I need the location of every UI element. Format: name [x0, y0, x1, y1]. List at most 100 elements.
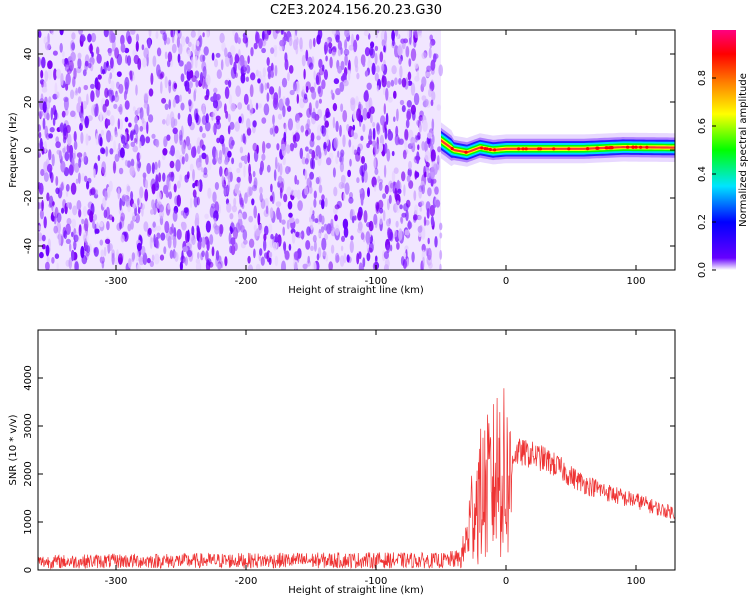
- noise-speckle: [313, 190, 317, 199]
- noise-speckle: [371, 62, 376, 75]
- noise-speckle: [235, 85, 241, 97]
- noise-speckle: [129, 70, 133, 81]
- noise-speckle: [54, 82, 58, 95]
- colorbar-tick-label: 0.2: [697, 214, 708, 230]
- noise-speckle: [188, 41, 192, 47]
- noise-speckle: [125, 54, 128, 64]
- noise-speckle: [334, 252, 340, 264]
- noise-speckle: [120, 43, 126, 53]
- noise-speckle: [383, 103, 386, 115]
- noise-speckle: [236, 176, 241, 183]
- noise-speckle: [135, 250, 140, 262]
- noise-speckle: [395, 220, 399, 228]
- noise-speckle: [70, 89, 75, 100]
- noise-speckle: [127, 35, 132, 45]
- noise-speckle: [173, 250, 177, 258]
- noise-speckle: [421, 141, 426, 151]
- noise-speckle: [155, 174, 159, 187]
- noise-speckle: [383, 45, 386, 53]
- noise-speckle: [203, 46, 209, 56]
- noise-speckle: [310, 132, 315, 142]
- noise-speckle: [165, 37, 171, 45]
- noise-speckle: [305, 85, 309, 93]
- noise-speckle: [419, 200, 425, 206]
- noise-speckle: [410, 82, 416, 96]
- noise-speckle: [50, 214, 55, 221]
- noise-speckle: [312, 261, 317, 270]
- noise-speckle: [381, 63, 385, 72]
- noise-speckle: [80, 131, 84, 144]
- noise-speckle: [171, 43, 177, 54]
- noise-speckle: [251, 198, 255, 206]
- noise-speckle: [169, 226, 173, 235]
- noise-speckle: [373, 156, 377, 170]
- noise-speckle: [278, 44, 284, 52]
- noise-speckle: [119, 197, 122, 211]
- noise-speckle: [213, 87, 218, 94]
- noise-speckle: [60, 73, 64, 86]
- noise-speckle: [139, 152, 142, 160]
- noise-speckle: [130, 141, 136, 147]
- noise-speckle: [401, 212, 407, 218]
- noise-speckle: [119, 147, 125, 158]
- noise-speckle: [413, 92, 420, 106]
- noise-speckle: [261, 30, 265, 41]
- noise-speckle: [435, 199, 441, 208]
- noise-speckle: [347, 169, 351, 178]
- noise-speckle: [339, 81, 345, 93]
- noise-speckle: [116, 71, 122, 77]
- noise-speckle: [405, 249, 408, 260]
- signal-peak-dot: [485, 147, 489, 151]
- noise-speckle: [215, 115, 221, 121]
- noise-speckle: [66, 202, 71, 208]
- noise-speckle: [408, 180, 414, 189]
- noise-speckle: [313, 198, 317, 208]
- noise-speckle: [406, 108, 412, 120]
- noise-speckle: [362, 257, 366, 268]
- noise-speckle: [55, 141, 61, 149]
- noise-speckle: [257, 223, 263, 234]
- noise-speckle: [308, 148, 313, 155]
- noise-speckle: [158, 204, 164, 213]
- noise-speckle: [366, 82, 372, 91]
- noise-speckle: [229, 45, 236, 56]
- noise-speckle: [421, 95, 427, 101]
- noise-speckle: [275, 201, 282, 208]
- noise-speckle: [125, 198, 132, 208]
- noise-speckle: [283, 35, 288, 42]
- noise-speckle: [202, 54, 206, 62]
- noise-speckle: [191, 225, 195, 236]
- noise-speckle: [263, 233, 267, 241]
- noise-speckle: [138, 256, 143, 263]
- noise-speckle: [215, 250, 220, 261]
- noise-speckle: [230, 222, 235, 233]
- noise-speckle: [73, 140, 78, 150]
- noise-speckle: [242, 211, 248, 220]
- noise-speckle: [81, 255, 88, 265]
- noise-speckle: [145, 136, 151, 144]
- noise-speckle: [117, 118, 121, 130]
- y-tick-label: 2000: [23, 461, 34, 486]
- noise-speckle: [219, 32, 225, 44]
- noise-speckle: [48, 149, 52, 161]
- noise-speckle: [118, 103, 123, 115]
- noise-speckle: [324, 120, 330, 128]
- noise-speckle: [325, 254, 329, 262]
- noise-speckle: [339, 161, 344, 173]
- noise-speckle: [257, 78, 261, 84]
- noise-speckle: [148, 114, 154, 123]
- noise-speckle: [274, 125, 279, 134]
- noise-speckle: [78, 30, 84, 35]
- noise-speckle: [252, 142, 258, 152]
- noise-speckle: [288, 212, 293, 218]
- noise-speckle: [277, 162, 281, 173]
- noise-speckle: [243, 93, 249, 105]
- noise-speckle: [68, 60, 74, 72]
- noise-speckle: [316, 135, 321, 141]
- noise-speckle: [186, 61, 192, 72]
- noise-speckle: [420, 260, 424, 270]
- noise-speckle: [197, 252, 200, 259]
- noise-speckle: [407, 221, 413, 229]
- noise-speckle: [183, 207, 189, 214]
- noise-speckle: [79, 33, 86, 42]
